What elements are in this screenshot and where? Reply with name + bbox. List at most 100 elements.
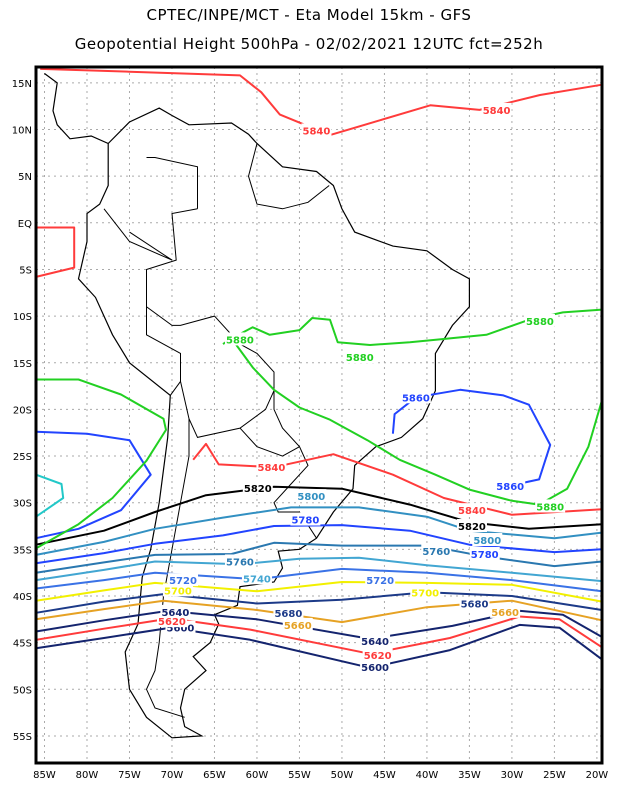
- contour-label-5720: 5720: [366, 576, 394, 587]
- map-title-line2: Geopotential Height 500hPa - 02/02/2021 …: [74, 35, 544, 53]
- longitude-label: 85W: [33, 770, 56, 781]
- longitude-label: 50W: [331, 770, 354, 781]
- country-border: [146, 306, 181, 396]
- contour-label-5820: 5820: [244, 484, 272, 495]
- latitude-label: 15S: [13, 359, 32, 370]
- latitude-label: 5N: [18, 172, 32, 183]
- contour-label-5700: 5700: [164, 586, 192, 597]
- contour-label-bg: [472, 533, 503, 547]
- latitude-label: 55S: [13, 732, 32, 743]
- axis-labels: 85W 80W 75W 70W 65W 60W 55W 50W 45W 40W 35W 30W 25W 2…: [12, 79, 609, 781]
- longitude-label: 55W: [288, 770, 311, 781]
- contour-label-5820: 5820: [458, 522, 486, 533]
- contour-5880: [35, 378, 167, 550]
- latitude-label: 15N: [12, 79, 32, 90]
- latitude-label: 5S: [19, 265, 32, 276]
- contour-label-bg: [469, 547, 500, 561]
- latitude-label: 25S: [13, 452, 32, 463]
- latitude-label: 30S: [13, 499, 32, 510]
- latitude-label: 40S: [13, 592, 32, 603]
- latitude-label: 20S: [13, 405, 32, 416]
- contour-label-5640: 5640: [161, 608, 189, 619]
- contour-5680: [35, 591, 603, 614]
- contour-label-5760: 5760: [422, 547, 450, 558]
- contour-label-5620: 5620: [364, 651, 392, 662]
- contour-label-bg: [296, 489, 327, 503]
- contour-label-bg: [301, 123, 332, 137]
- contour-label-bg: [360, 633, 391, 647]
- contour-5840: [192, 442, 603, 516]
- contour-label-bg: [160, 604, 191, 618]
- contour-label-bg: [360, 659, 391, 673]
- longitude-label: 25W: [543, 770, 566, 781]
- contour-5740: [35, 556, 603, 583]
- contour-label-bg: [162, 583, 193, 597]
- contour-5600: [35, 623, 603, 669]
- longitude-label: 60W: [246, 770, 269, 781]
- contour-label-5680: 5680: [274, 609, 302, 620]
- contour-label-5880: 5880: [536, 502, 564, 513]
- contour-label-bg: [421, 544, 452, 558]
- contour-label-bg: [344, 350, 375, 364]
- country-border: [145, 418, 190, 718]
- contour-label-5800: 5800: [297, 492, 325, 503]
- contour-label-5600: 5600: [167, 624, 195, 635]
- contour-label-bg: [224, 332, 255, 346]
- contour-label-5860: 5860: [402, 393, 430, 404]
- contour-5800: [35, 506, 603, 556]
- contour-label-bg: [362, 647, 393, 661]
- contour-label-bg: [241, 571, 272, 585]
- contour-label-5700: 5700: [411, 588, 439, 599]
- country-border: [146, 208, 317, 539]
- contour-label-bg: [456, 519, 487, 533]
- contour-label-5840: 5840: [303, 126, 331, 137]
- longitude-label: 40W: [416, 770, 439, 781]
- contour-label-5680: 5680: [461, 599, 489, 610]
- contour-lines: [35, 67, 603, 669]
- contour-label-5620: 5620: [158, 617, 186, 628]
- longitude-label: 75W: [118, 770, 141, 781]
- contour-5880: [234, 343, 603, 506]
- contour-label-bg: [290, 512, 321, 526]
- contour-label-5780: 5780: [471, 550, 499, 561]
- map-frame: [34, 65, 604, 765]
- contour-label-bg: [168, 573, 199, 587]
- contour-label-5720: 5720: [169, 576, 197, 587]
- contour-label-5800: 5800: [473, 536, 501, 547]
- contour-label-5840: 5840: [458, 506, 486, 517]
- contour-label-bg: [400, 390, 431, 404]
- contour-5820: [35, 485, 603, 546]
- contour-label-bg: [224, 554, 255, 568]
- latitude-label: 50S: [13, 685, 32, 696]
- country-border: [146, 157, 198, 209]
- contour-label-5640: 5640: [361, 637, 389, 648]
- latitude-label: 45S: [13, 639, 32, 650]
- contour-label-5840: 5840: [483, 106, 511, 117]
- map-title-line1: CPTEC/INPE/MCT - Eta Model 15km - GFS: [146, 6, 472, 24]
- contour-label-5860: 5860: [496, 482, 524, 493]
- contour-label-5660: 5660: [284, 621, 312, 632]
- contour-label-bg: [524, 313, 555, 327]
- contour-label-bg: [456, 503, 487, 517]
- contour-labels: 5600560056205620564056405660566056805680…: [156, 102, 566, 674]
- longitude-label: 80W: [76, 770, 99, 781]
- country-border: [247, 143, 330, 210]
- contour-5860: [391, 388, 552, 489]
- contour-label-5880: 5880: [346, 353, 374, 364]
- latitude-label: 10S: [13, 312, 32, 323]
- contour-label-bg: [410, 585, 441, 599]
- longitude-label: 20W: [586, 770, 609, 781]
- contour-label-bg: [273, 605, 304, 619]
- country-border: [239, 427, 300, 457]
- contour-5720: [35, 567, 603, 593]
- contour-5840: [35, 226, 76, 278]
- contour-label-5780: 5780: [291, 515, 319, 526]
- contour-5880: [35, 473, 65, 518]
- contour-label-5760: 5760: [226, 557, 254, 568]
- contour-label-5740: 5740: [243, 574, 271, 585]
- latitude-label: EQ: [18, 219, 32, 230]
- contour-label-5880: 5880: [526, 317, 554, 328]
- contour-5700: [35, 581, 603, 603]
- longitude-label: 70W: [161, 770, 184, 781]
